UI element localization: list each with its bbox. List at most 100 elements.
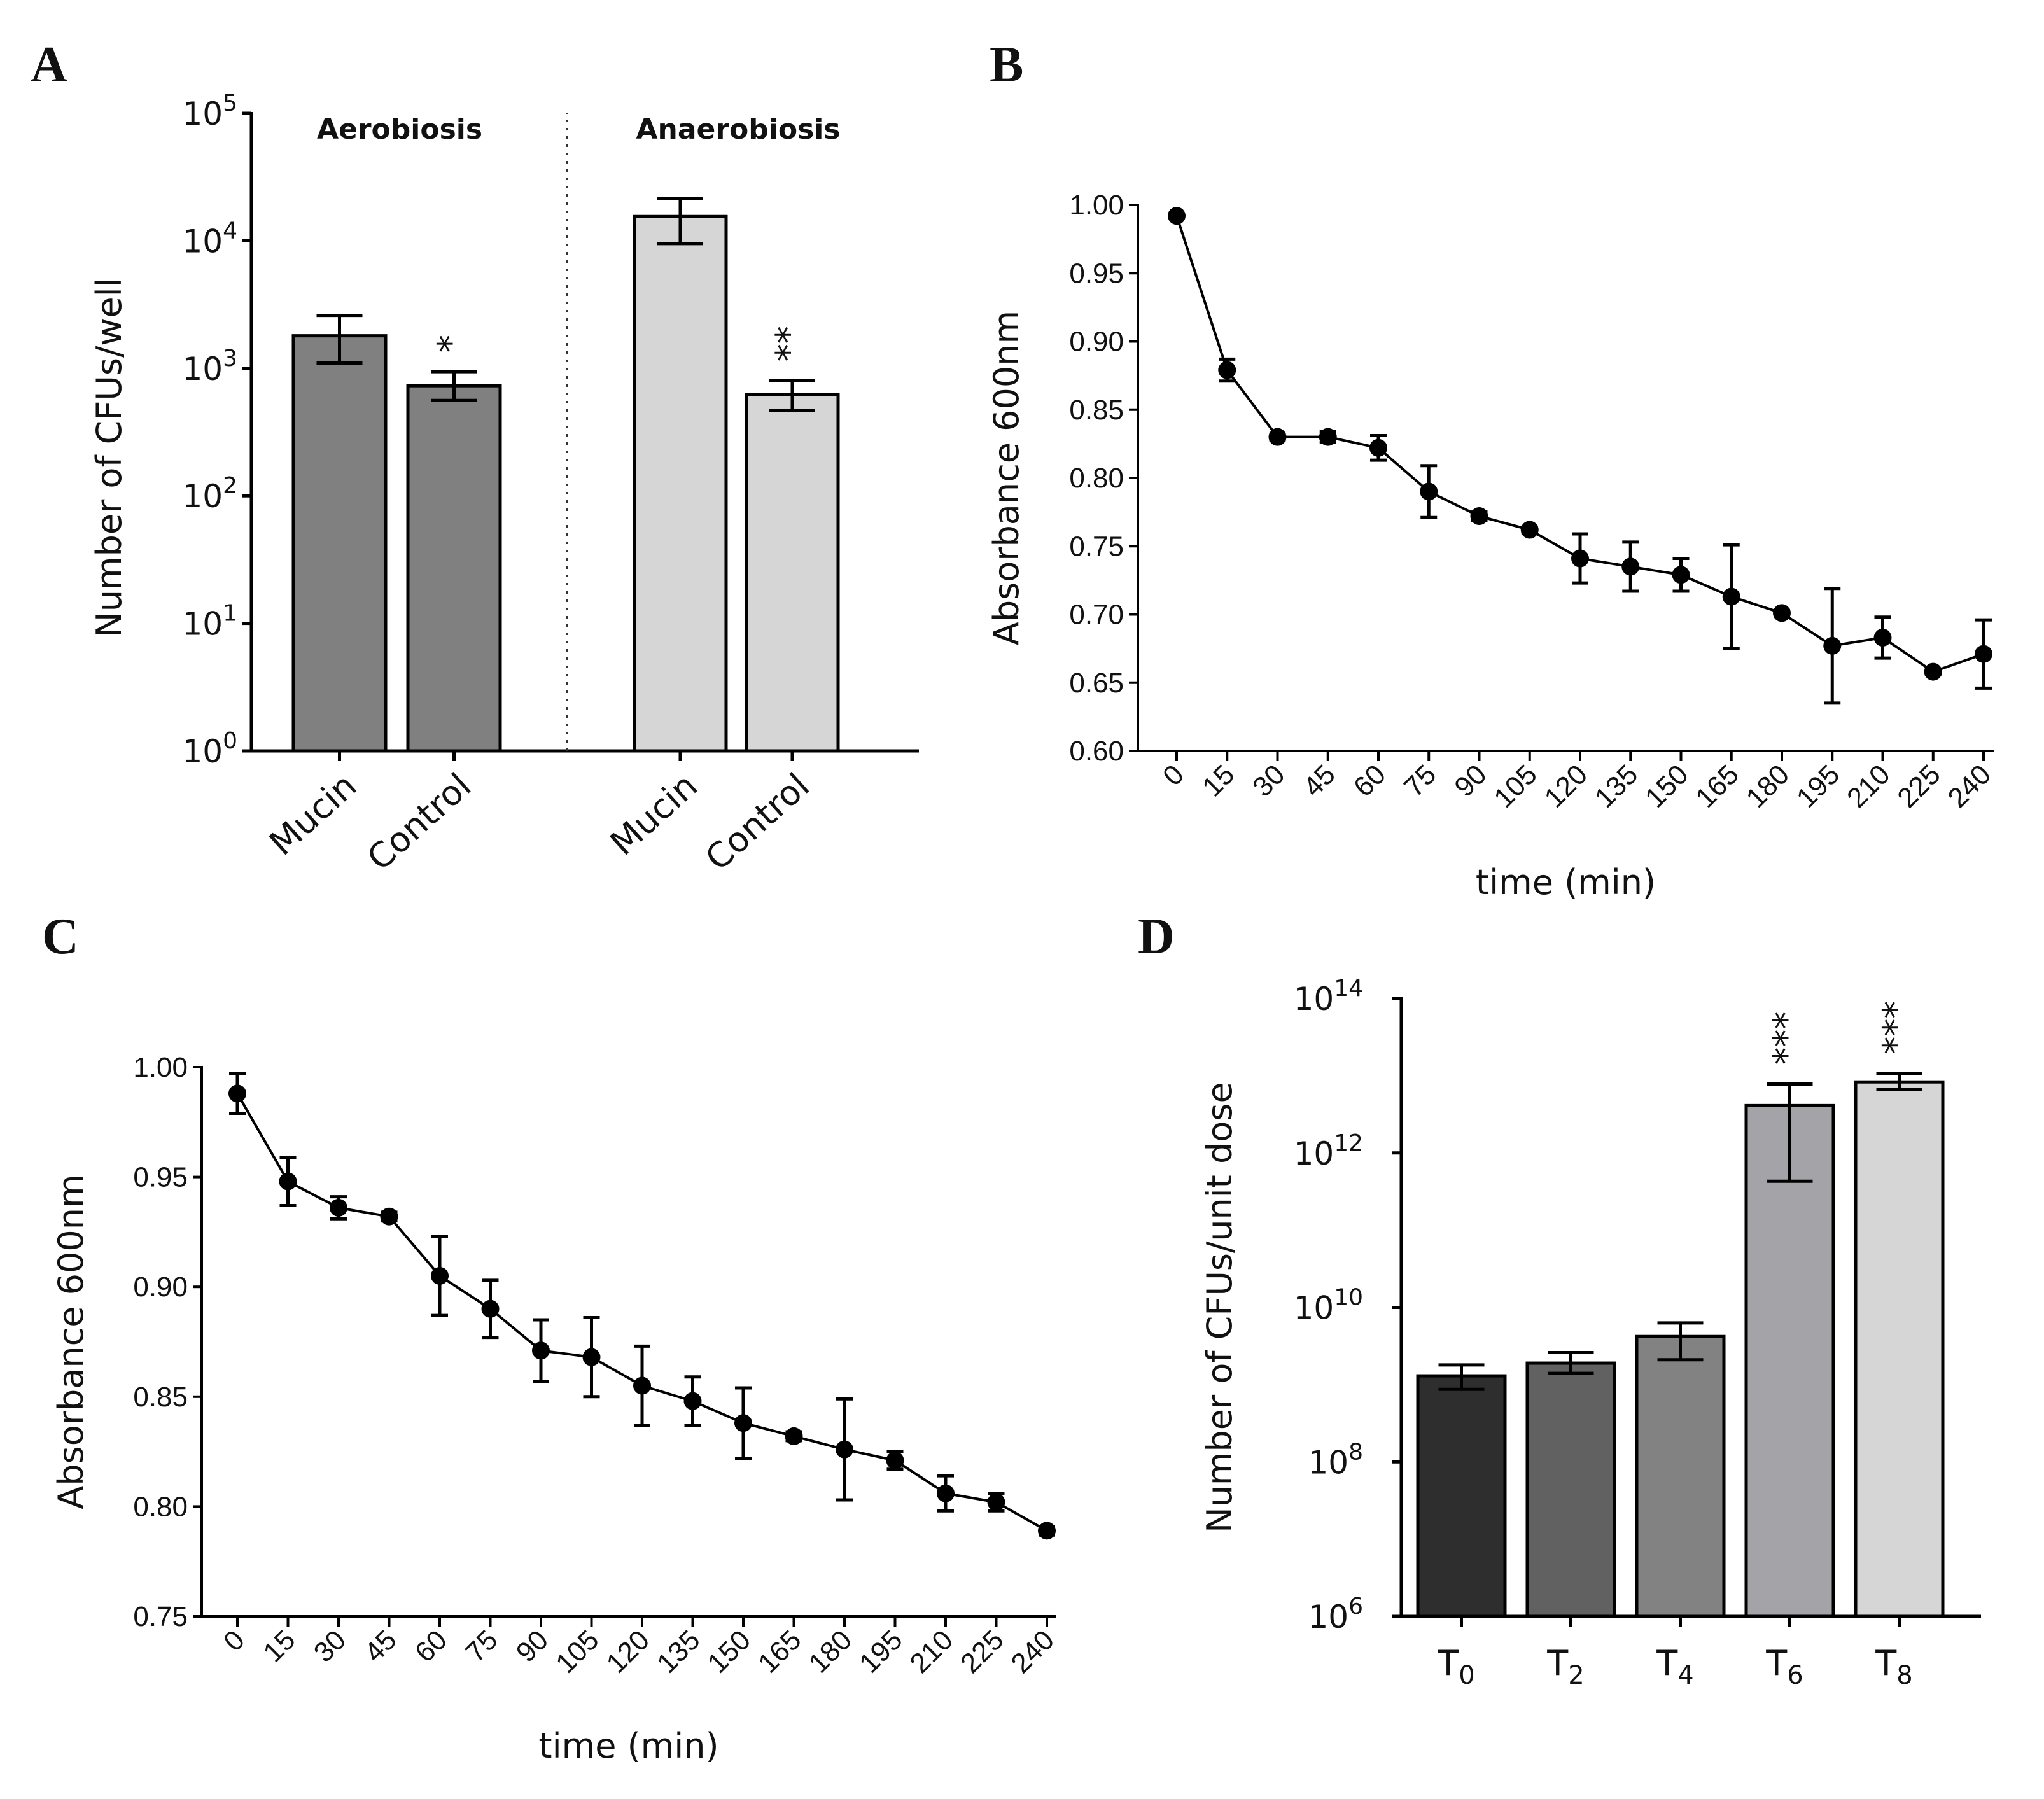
y-tick-label-base: 10 bbox=[1308, 1599, 1348, 1635]
x-tick-label: 120 bbox=[1539, 759, 1594, 814]
data-point bbox=[1571, 549, 1589, 568]
x-tick-label: 225 bbox=[1891, 759, 1947, 814]
x-tick-label-subscript: 6 bbox=[1787, 1661, 1803, 1690]
y-tick-label: 105 bbox=[182, 90, 237, 132]
x-tick-label: 165 bbox=[752, 1624, 808, 1679]
error-bar-3 bbox=[769, 379, 815, 412]
x-tick-label: 240 bbox=[1005, 1624, 1061, 1679]
data-point bbox=[683, 1392, 702, 1410]
x-tick-label: Control bbox=[697, 766, 816, 878]
data-point bbox=[1168, 207, 1186, 225]
data-point bbox=[1319, 428, 1337, 446]
x-tick-label: 195 bbox=[1791, 759, 1846, 814]
error-bar-3 bbox=[1767, 1082, 1813, 1183]
significance-marker: ** bbox=[769, 326, 810, 361]
x-axis-label: time (min) bbox=[538, 1726, 718, 1766]
data-point bbox=[886, 1451, 904, 1469]
x-tick-label: 150 bbox=[1639, 759, 1695, 814]
y-tick-label-exponent: 6 bbox=[1348, 1593, 1363, 1620]
data-point bbox=[1773, 604, 1791, 622]
data-point bbox=[431, 1266, 449, 1285]
y-axis-label: Absorbance 600nm bbox=[51, 1174, 91, 1509]
x-tick-label: 135 bbox=[1589, 759, 1644, 814]
data-point bbox=[279, 1172, 297, 1191]
y-tick-label-exponent: 1 bbox=[223, 601, 237, 627]
error-bar-4 bbox=[1876, 1072, 1922, 1091]
data-point bbox=[1823, 636, 1842, 655]
data-point bbox=[1369, 438, 1387, 457]
y-tick-label: 0.90 bbox=[133, 1271, 188, 1303]
bar-1 bbox=[406, 384, 502, 753]
y-tick-label-exponent: 0 bbox=[223, 728, 237, 754]
x-tick-label: 75 bbox=[459, 1624, 503, 1668]
panel-letter-d: D bbox=[1138, 909, 1175, 965]
y-tick-label: 0.60 bbox=[1069, 736, 1124, 767]
y-tick-label: 1.00 bbox=[1069, 190, 1124, 221]
significance-marker: *** bbox=[1876, 1001, 1917, 1054]
x-tick-label: 165 bbox=[1690, 759, 1745, 814]
x-tick-label: T0 bbox=[1437, 1643, 1474, 1690]
x-tick-label-base: T bbox=[1875, 1643, 1897, 1683]
x-tick-label: T2 bbox=[1546, 1643, 1584, 1690]
data-point bbox=[1420, 482, 1438, 501]
error-bar-0 bbox=[1438, 1363, 1485, 1391]
data-point bbox=[228, 1084, 246, 1103]
y-tick-label-base: 10 bbox=[182, 478, 223, 515]
error-bar-2 bbox=[657, 197, 703, 246]
x-tick-label-subscript: 0 bbox=[1459, 1661, 1474, 1690]
y-tick-label: 101 bbox=[182, 601, 237, 643]
x-tick-label: 225 bbox=[955, 1624, 1010, 1679]
x-tick-label: 90 bbox=[510, 1624, 554, 1668]
x-tick-label: 180 bbox=[1740, 759, 1796, 814]
y-tick-label: 0.70 bbox=[1069, 599, 1124, 631]
x-tick-label-subscript: 4 bbox=[1677, 1661, 1693, 1690]
group-label-aerobiosis: Aerobiosis bbox=[317, 113, 482, 146]
y-tick-label: 108 bbox=[1308, 1439, 1363, 1481]
y-tick-label: 0.80 bbox=[1069, 463, 1124, 494]
y-tick-label-exponent: 10 bbox=[1334, 1285, 1363, 1311]
y-tick-label: 103 bbox=[182, 346, 237, 388]
x-tick-label-base: T bbox=[1546, 1643, 1569, 1683]
error-bar-1 bbox=[431, 370, 477, 402]
x-tick-label: 45 bbox=[358, 1624, 402, 1668]
data-point bbox=[937, 1484, 955, 1502]
data-point bbox=[1038, 1522, 1056, 1540]
y-tick-label-base: 10 bbox=[1294, 981, 1334, 1018]
x-tick-label: 60 bbox=[409, 1624, 453, 1668]
y-tick-label-exponent: 12 bbox=[1334, 1130, 1363, 1156]
x-tick-label: T4 bbox=[1656, 1643, 1693, 1690]
bar-3 bbox=[745, 393, 840, 753]
x-axis-label: time (min) bbox=[1476, 862, 1656, 902]
data-point bbox=[582, 1348, 601, 1366]
significance-marker: *** bbox=[1767, 1011, 1808, 1065]
y-tick-label: 0.85 bbox=[1069, 395, 1124, 426]
y-tick-label: 0.90 bbox=[1069, 326, 1124, 358]
data-point bbox=[380, 1207, 398, 1226]
panel-letter-b: B bbox=[990, 37, 1023, 93]
x-tick-label: 195 bbox=[853, 1624, 909, 1679]
bar-2 bbox=[633, 214, 728, 753]
data-point bbox=[1975, 645, 1992, 663]
y-tick-label-exponent: 14 bbox=[1334, 976, 1363, 1002]
data-point bbox=[481, 1299, 500, 1318]
x-tick-label: Control bbox=[360, 766, 479, 878]
y-tick-label-base: 10 bbox=[182, 606, 223, 643]
data-point bbox=[1621, 557, 1640, 576]
data-point bbox=[1924, 662, 1942, 681]
y-tick-label-base: 10 bbox=[1294, 1290, 1334, 1327]
data-point bbox=[1268, 428, 1287, 446]
y-tick-label-base: 10 bbox=[182, 733, 223, 770]
y-tick-label-base: 10 bbox=[182, 95, 223, 132]
group-label-anaerobiosis: Anaerobiosis bbox=[636, 113, 840, 146]
y-tick-label: 1010 bbox=[1294, 1285, 1363, 1327]
data-point bbox=[734, 1414, 752, 1432]
error-bar-0 bbox=[316, 314, 363, 365]
y-tick-label: 0.95 bbox=[133, 1162, 188, 1193]
panel-letter-c: C bbox=[42, 909, 79, 965]
significance-marker: * bbox=[431, 335, 472, 353]
x-tick-label: Mucin bbox=[262, 766, 364, 864]
x-tick-label: 105 bbox=[550, 1624, 605, 1679]
y-tick-label: 1014 bbox=[1294, 976, 1363, 1018]
